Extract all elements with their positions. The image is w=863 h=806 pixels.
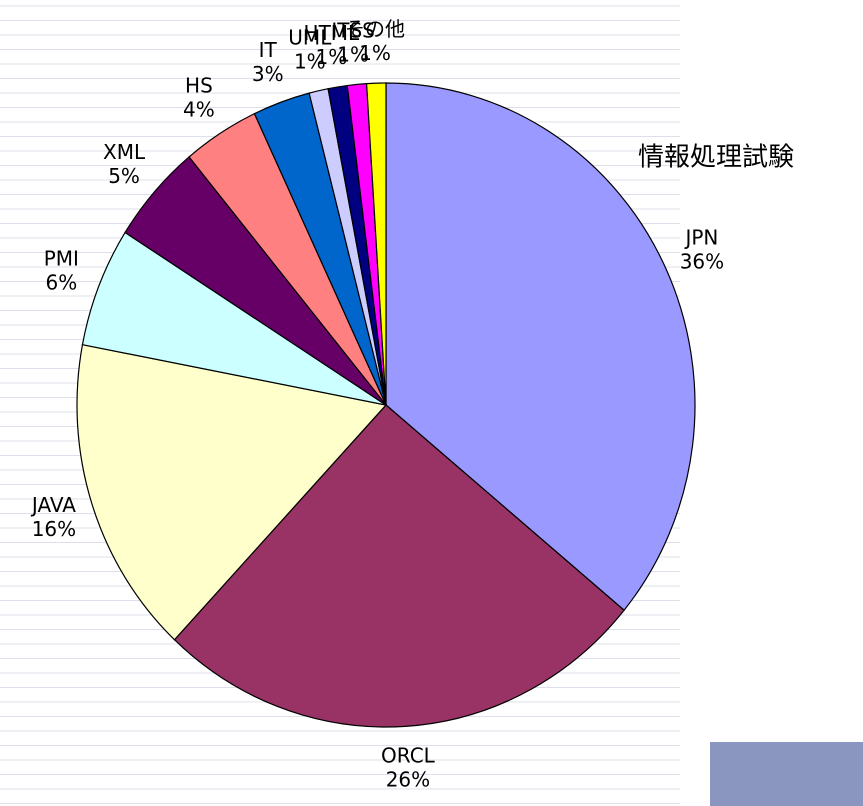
slice-label: ORCL (381, 744, 436, 768)
pie-slice (173, 404, 625, 728)
corner-block (710, 742, 863, 806)
value-label: 1% (316, 45, 348, 69)
value-label: 6% (45, 271, 77, 295)
value-label: 5% (108, 164, 140, 188)
value-label: 36% (680, 250, 724, 274)
slice-label: HS (185, 73, 213, 97)
chart-title: 情報処理試験 (638, 143, 794, 173)
value-label: 1% (337, 42, 369, 66)
value-label: 3% (252, 62, 284, 86)
pie-slice (81, 231, 387, 406)
slice-label: ITSS (331, 18, 375, 42)
slice-label: UML (288, 25, 332, 49)
slice-label: その他 (345, 17, 405, 41)
slice-label: XML (103, 140, 146, 164)
slice-label: IT (259, 38, 278, 62)
slice-label: HTML (304, 21, 361, 45)
value-label: 26% (386, 768, 430, 792)
slice-label: JPN (683, 226, 718, 250)
slice-label: JAVA (30, 493, 76, 517)
value-label: 4% (183, 97, 215, 121)
pie-slice (76, 343, 388, 641)
value-label: 16% (32, 517, 76, 541)
slice-label: PMI (44, 247, 79, 271)
value-label: 1% (359, 41, 391, 65)
pie-slice (365, 82, 387, 406)
value-label: 1% (294, 49, 326, 73)
pie-slice (385, 82, 696, 612)
